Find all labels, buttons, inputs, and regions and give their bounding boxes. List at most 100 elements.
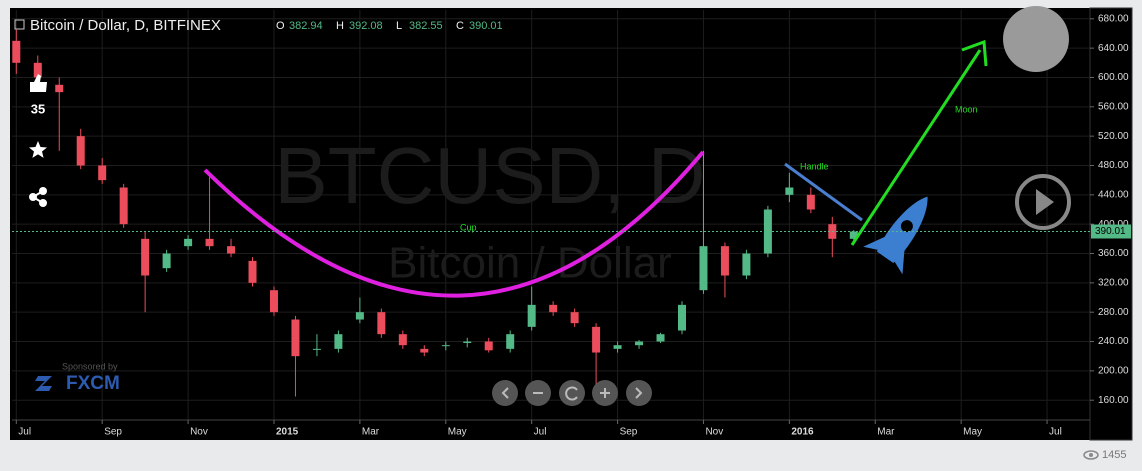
y-tick-label: 360.00 xyxy=(1098,248,1129,259)
star-icon[interactable] xyxy=(29,141,47,158)
y-tick-label: 320.00 xyxy=(1098,277,1129,288)
x-tick-label: Nov xyxy=(705,427,723,438)
watermark-sub: Bitcoin / Dollar xyxy=(388,239,672,288)
sponsor-label: Sponsored by xyxy=(62,361,118,371)
y-tick-label: 600.00 xyxy=(1098,72,1129,83)
candle-body xyxy=(484,341,493,351)
chart-title: Bitcoin / Dollar, D, BITFINEX xyxy=(30,17,221,34)
ohlc-key: L xyxy=(396,20,402,32)
reset[interactable] xyxy=(559,380,585,406)
play-button[interactable] xyxy=(1015,174,1071,230)
y-tick-label: 480.00 xyxy=(1098,160,1129,171)
scroll-right[interactable] xyxy=(626,380,652,406)
grid xyxy=(12,10,1090,420)
axes: 160.00 200.00 240.00 280.00 320.00 360.00 400.… xyxy=(12,13,1129,438)
collapse-box[interactable] xyxy=(14,19,25,30)
y-tick-label: 400.00 xyxy=(1098,219,1129,230)
candle-body xyxy=(592,326,601,353)
candle-body xyxy=(312,348,321,350)
candle-body xyxy=(613,345,622,349)
view-count: 1455 xyxy=(1102,449,1126,461)
y-tick-label: 640.00 xyxy=(1098,43,1129,54)
y-tick-label: 200.00 xyxy=(1098,365,1129,376)
last-price-label: 390.01 xyxy=(1095,226,1126,237)
x-tick-label: May xyxy=(448,427,467,438)
x-tick-label: 2016 xyxy=(791,427,814,438)
candle-body xyxy=(227,246,236,254)
x-tick-label: Mar xyxy=(362,427,380,438)
views-icon xyxy=(1083,450,1099,460)
candle-body xyxy=(98,165,107,181)
price-axis xyxy=(1089,7,1133,441)
candle-body xyxy=(162,253,171,269)
y-tick-label: 520.00 xyxy=(1098,131,1129,142)
x-tick-label: Jul xyxy=(1049,427,1062,438)
candle-body xyxy=(527,304,536,327)
candle-body xyxy=(806,194,815,210)
candle-body xyxy=(334,334,343,349)
candle-body xyxy=(506,334,515,349)
candle-body xyxy=(269,290,278,313)
ohlc-key: C xyxy=(456,20,464,32)
y-tick-label: 680.00 xyxy=(1098,13,1129,24)
candle-body xyxy=(420,348,429,353)
moon xyxy=(1003,6,1069,72)
candle-body xyxy=(248,260,257,283)
moon-label: Moon xyxy=(955,104,978,114)
y-tick-label: 280.00 xyxy=(1098,307,1129,318)
watermark: BTCUSD, D xyxy=(274,131,705,220)
last-price-tag xyxy=(1091,224,1131,239)
candle-body xyxy=(463,341,472,343)
x-tick-label: Jul xyxy=(534,427,547,438)
like-icon[interactable] xyxy=(30,74,47,92)
y-tick-label: 160.00 xyxy=(1098,395,1129,406)
x-tick-label: Mar xyxy=(877,427,895,438)
candle-body xyxy=(635,341,644,346)
ohlc-value: 390.01 xyxy=(469,20,503,32)
candle-body xyxy=(291,319,300,357)
ohlc: O 382.94 H 392.08 L 382.55 C 390.01 xyxy=(276,20,503,32)
x-tick-label: Sep xyxy=(104,427,122,438)
candle-body xyxy=(699,246,708,291)
candle-body xyxy=(720,246,729,276)
candle-body xyxy=(377,312,386,335)
candle-body xyxy=(55,84,64,93)
sponsor-brand: FXCM xyxy=(66,373,120,394)
candle-body xyxy=(184,238,193,247)
arrow-head xyxy=(961,39,988,67)
candle-body xyxy=(677,304,686,331)
candle-body xyxy=(398,334,407,346)
like-count: 35 xyxy=(31,101,45,116)
share-icon[interactable] xyxy=(29,187,47,207)
nav-icons xyxy=(501,386,643,401)
x-tick-label: 2015 xyxy=(276,427,299,438)
candle-body xyxy=(33,62,42,78)
x-tick-label: Sep xyxy=(620,427,638,438)
y-tick-label: 240.00 xyxy=(1098,336,1129,347)
candle-body xyxy=(205,238,214,247)
cup-curve xyxy=(203,150,705,298)
x-tick-label: Jul xyxy=(18,427,31,438)
scroll-left[interactable] xyxy=(492,380,518,406)
candle-body xyxy=(355,312,364,320)
candle-body xyxy=(141,238,150,276)
x-tick-label: May xyxy=(963,427,982,438)
sponsor-logo xyxy=(35,376,52,391)
candle-body xyxy=(785,187,794,195)
candle-body xyxy=(441,345,450,347)
ohlc-key: H xyxy=(336,20,344,32)
candle-body xyxy=(656,334,665,342)
candle-body xyxy=(763,209,772,254)
handle-line xyxy=(784,162,863,222)
play-icon xyxy=(1036,189,1054,215)
candle-body xyxy=(849,231,858,239)
handle-label: Handle xyxy=(800,161,829,171)
y-tick-label: 440.00 xyxy=(1098,189,1129,200)
candle-body xyxy=(549,304,558,313)
rocket xyxy=(863,196,928,275)
y-tick-label: 560.00 xyxy=(1098,101,1129,112)
moon-arrow xyxy=(850,49,982,246)
candles xyxy=(12,29,858,397)
